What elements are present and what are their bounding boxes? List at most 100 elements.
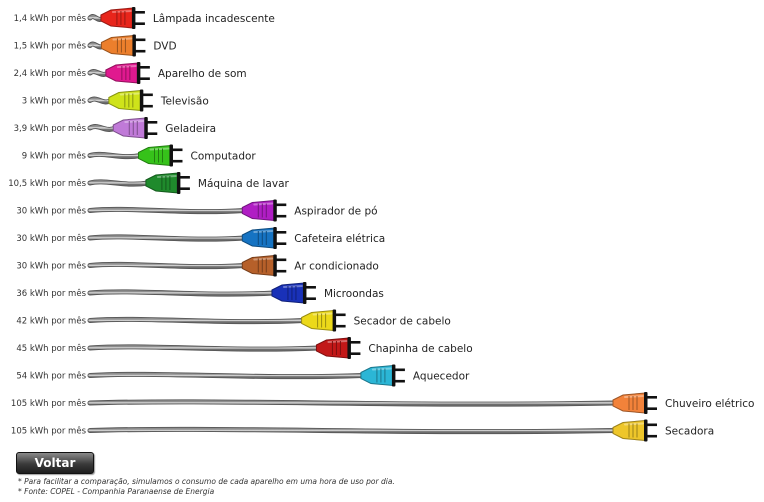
plug-highlight — [149, 147, 170, 151]
plug-face — [273, 227, 277, 249]
value-label: 9 kWh por mês — [22, 151, 87, 162]
plug-highlight — [327, 340, 348, 343]
cord — [88, 345, 321, 351]
plug-prong — [142, 104, 153, 108]
appliance-label: Geladeira — [165, 123, 216, 135]
plug-prong — [350, 341, 361, 344]
plug-prong — [276, 214, 287, 218]
appliance-label: Televisão — [160, 96, 209, 108]
plug-highlight — [116, 65, 137, 68]
plug-face — [273, 254, 277, 277]
plug-row: 10,5 kWh por mês Máquina de lavar — [8, 172, 290, 194]
plug-highlight — [624, 422, 644, 426]
plug-face — [302, 282, 307, 304]
plug-prong — [647, 396, 657, 399]
value-label: 42 kWh por mês — [16, 316, 86, 327]
plug-prong — [179, 187, 190, 190]
plug-prong — [276, 269, 287, 273]
plug-highlight — [282, 285, 303, 288]
plug-face — [136, 62, 141, 84]
plug-row: 30 kWh por mês Cafeteira elétrica — [16, 227, 385, 249]
plug-prong — [647, 407, 657, 410]
plug-highlight — [156, 175, 177, 178]
appliance-label: Aparelho de som — [158, 68, 247, 80]
plug-prong — [305, 286, 316, 289]
plug-face — [176, 172, 181, 194]
plug-highlight — [312, 312, 333, 316]
plug-prong — [335, 324, 346, 328]
footnote-comparison: * Para facilitar a comparação, simulamos… — [18, 477, 395, 486]
value-label: 54 kWh por mês — [16, 371, 86, 382]
plug-row: 3 kWh por mês Televisão — [22, 89, 209, 112]
plug-row: 36 kWh por mês Microondas — [16, 282, 384, 304]
plug-highlight — [253, 257, 274, 261]
plug-prong — [394, 379, 405, 383]
appliance-label: Secador de cabelo — [354, 316, 451, 328]
plug-row: 54 kWh por mês Aquecedor — [16, 364, 470, 387]
plug-prong — [134, 11, 145, 14]
value-label: 30 kWh por mês — [16, 233, 86, 244]
plug-highlight — [253, 202, 274, 206]
plug-prong — [172, 148, 183, 152]
cord — [88, 180, 150, 186]
appliance-label: DVD — [153, 41, 176, 53]
plug-row: 9 kWh por mês Computador — [22, 144, 256, 167]
value-label: 45 kWh por mês — [16, 343, 86, 354]
plug-prong — [172, 159, 183, 163]
cord — [88, 427, 617, 434]
plug-face — [132, 34, 136, 57]
plug-prong — [335, 313, 346, 317]
cord — [88, 290, 276, 296]
appliance-label: Aspirador de pó — [294, 206, 377, 218]
plug-face — [332, 309, 337, 332]
plug-face — [273, 199, 277, 222]
plug-row: 30 kWh por mês Ar condicionado — [16, 254, 379, 277]
appliance-label: Chuveiro elétrico — [665, 398, 754, 410]
cord — [88, 317, 306, 324]
plug-prong — [139, 66, 150, 69]
appliance-label: Cafeteira elétrica — [294, 233, 385, 245]
appliance-label: Secadora — [665, 426, 714, 438]
value-label: 30 kWh por mês — [16, 261, 86, 272]
plug-face — [144, 117, 148, 139]
plug-face — [347, 337, 351, 359]
value-label: 105 kWh por mês — [11, 426, 87, 437]
plug-prong — [135, 38, 146, 42]
cord — [88, 152, 143, 159]
appliance-label: Microondas — [324, 288, 384, 300]
value-label: 3 kWh por mês — [22, 96, 87, 107]
plug-prong — [147, 121, 158, 124]
plug-prong — [305, 297, 316, 300]
appliance-label: Computador — [190, 151, 256, 163]
appliance-label: Lâmpada incadescente — [153, 13, 275, 25]
value-label: 30 kWh por mês — [16, 206, 86, 217]
plug-highlight — [371, 367, 392, 371]
plug-face — [169, 144, 173, 167]
appliance-label: Aquecedor — [413, 371, 470, 383]
plug-prong — [135, 49, 146, 53]
back-button[interactable]: Voltar — [16, 452, 94, 474]
plug-row: 105 kWh por mês Chuveiro elétrico — [11, 392, 754, 414]
plug-row: 1,5 kWh por mês DVD — [14, 34, 177, 57]
plug-prong — [276, 231, 287, 234]
cord — [88, 207, 246, 214]
plug-row: 3,9 kWh por mês Geladeira — [14, 117, 216, 139]
plug-prong — [139, 77, 150, 80]
cord — [88, 235, 246, 241]
plug-prong — [142, 93, 153, 97]
plug-row: 45 kWh por mês Chapinha de cabelo — [16, 337, 473, 359]
plug-prong — [276, 242, 287, 245]
plug-prong — [647, 423, 657, 427]
plug-prong — [179, 176, 190, 179]
value-label: 3,9 kWh por mês — [14, 123, 87, 134]
plug-row: 1,4 kWh por mês Lâmpada incadescente — [14, 7, 275, 29]
plug-face — [391, 364, 396, 387]
plug-highlight — [111, 10, 132, 13]
plug-prong — [276, 203, 287, 207]
value-label: 105 kWh por mês — [11, 398, 87, 409]
cord — [88, 262, 246, 269]
plug-face — [644, 419, 648, 442]
plug-highlight — [124, 120, 145, 123]
plug-chart: 1,4 kWh por mês Lâmpada incadescente 1,5 k… — [8, 7, 754, 442]
plug-row: 30 kWh por mês Aspirador de pó — [16, 199, 378, 222]
